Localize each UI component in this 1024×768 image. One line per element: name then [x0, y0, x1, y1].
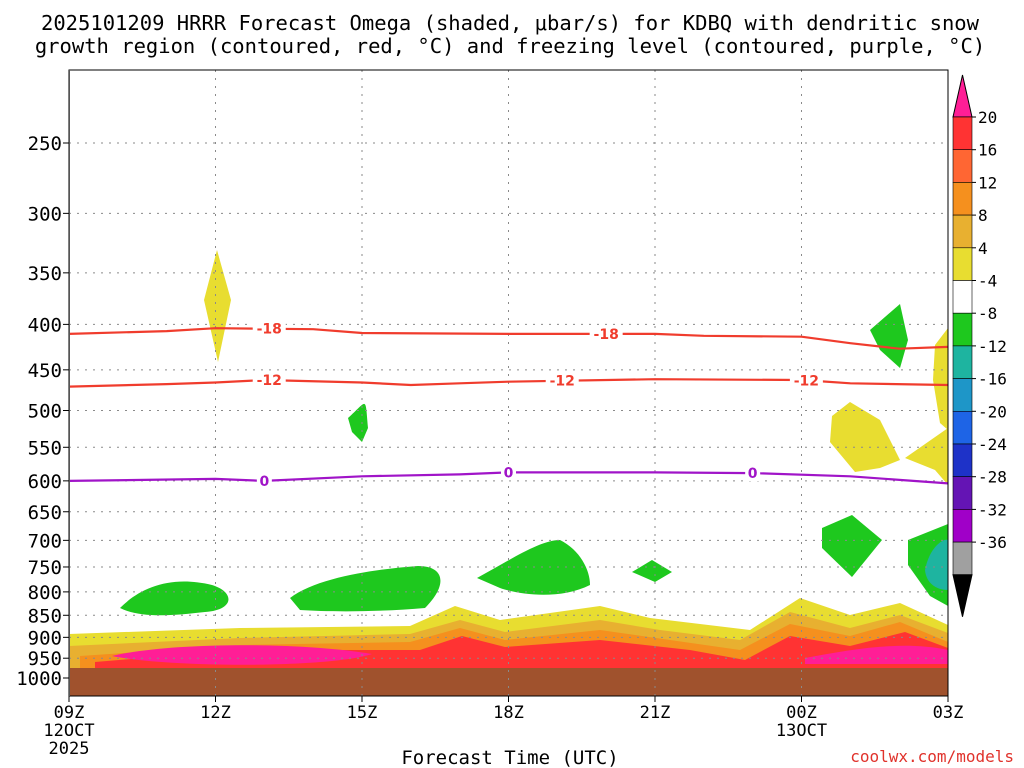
colorbar-label-0: 20: [978, 108, 997, 127]
y-tick-label-450: 450: [28, 360, 62, 382]
contour-line-0: [68, 471, 949, 485]
colorbar-segment-4: [952, 247, 973, 281]
y-tick-label-250: 250: [28, 133, 62, 155]
contour-line--18: [68, 327, 949, 350]
colorbar-segment-0: [952, 116, 973, 151]
y-tick-label-750: 750: [28, 557, 62, 579]
plot-frame-shadow: [69, 70, 70, 696]
x-axis-label: Forecast Time (UTC): [401, 747, 618, 768]
omega-area-lt-minus-8: [925, 539, 948, 590]
x-tick-label-15Z: 15Z: [347, 703, 378, 723]
colorbar-segment-3: [952, 214, 973, 249]
contour-label--18-0: -18: [257, 322, 282, 338]
source-credit: coolwx.com/models: [850, 747, 1014, 766]
y-tick-label-850: 850: [28, 605, 62, 627]
colorbar-label-13: -36: [978, 533, 1007, 552]
contour-label--12-2: -12: [794, 373, 819, 389]
colorbar-label-5: -4: [978, 272, 997, 291]
colorbar-segment-11: [952, 476, 973, 510]
y-tick-label-700: 700: [28, 530, 62, 552]
colorbar-label-7: -12: [978, 337, 1007, 356]
colorbar-label-4: 4: [978, 239, 988, 258]
contour-label-bg--12-1: [545, 372, 579, 389]
colorbar-label-2: 12: [978, 173, 997, 192]
chart-title-line1: 2025101209 HRRR Forecast Omega (shaded, …: [41, 11, 980, 35]
colorbar-segment-1: [952, 149, 973, 183]
contour-label-bg--12-0: [252, 372, 286, 389]
contour-label--12-0: -12: [257, 373, 282, 389]
colorbar-label-1: 16: [978, 141, 997, 160]
contour-label-bg--18-1: [589, 325, 623, 342]
y-tick-label-900: 900: [28, 627, 62, 649]
y-tick-label-800: 800: [28, 582, 62, 604]
contour-label--18-1: -18: [594, 327, 619, 343]
colorbar-segment-12: [952, 509, 973, 543]
x-tick-label-03Z: 03Z: [933, 703, 964, 723]
colorbar-segment-2: [952, 182, 973, 216]
colorbar-bottom-arrow: [952, 574, 973, 617]
below-ground-area: [69, 668, 948, 696]
y-tick-label-1000: 1000: [16, 668, 62, 690]
y-tick-label-350: 350: [28, 263, 62, 285]
contour-label-bg--18-0: [252, 320, 286, 337]
contour-label-bg--12-2: [789, 372, 823, 389]
contour-label-0-0: 0: [259, 474, 269, 490]
x-tick-label-09Z: 09Z: [54, 703, 85, 723]
colorbar-label-11: -28: [978, 468, 1007, 487]
contour-label-bg-0-0: [256, 472, 272, 489]
chart-grid: [69, 70, 948, 696]
colorbar-label-9: -20: [978, 402, 1007, 421]
y-tick-label-950: 950: [28, 648, 62, 670]
omega-shading-layer: [69, 250, 948, 696]
contour-label-0-1: 0: [504, 465, 514, 481]
colorbar-segment-7: [952, 345, 973, 379]
y-tick-label-500: 500: [28, 401, 62, 423]
omega-area-gt-20: [112, 645, 948, 665]
omega-colorbar: 20 16 12 8 4 -4 -8 -12 -16 -20 -24 -28 -32 -36: [952, 74, 1007, 617]
pressure-axis: 2503003504004505005506006507007508008509…: [16, 133, 69, 690]
y-tick-label-400: 400: [28, 314, 62, 336]
colorbar-segment-9: [952, 410, 973, 445]
colorbar-label-6: -8: [978, 304, 997, 323]
y-tick-label-550: 550: [28, 437, 62, 459]
x-tick-year-09Z: 2025: [49, 739, 90, 759]
colorbar-label-8: -16: [978, 370, 1007, 389]
contour-label-bg-0-2: [745, 465, 761, 482]
omega-area-negative: [120, 304, 948, 616]
colorbar-top-arrow: [952, 74, 973, 118]
y-tick-label-650: 650: [28, 502, 62, 524]
colorbar-segment-8: [952, 378, 973, 412]
colorbar-segment-10: [952, 443, 973, 478]
contour-label--12-1: -12: [550, 374, 575, 390]
x-tick-label-12Z: 12Z: [200, 703, 231, 723]
colorbar-label-12: -32: [978, 500, 1007, 519]
contour-label-0-2: 0: [748, 466, 758, 482]
colorbar-segment-13: [952, 541, 973, 576]
temperature-contours: -18 -18 -12 -12 -12 0 0 0: [68, 320, 949, 490]
colorbar-label-10: -24: [978, 435, 1007, 454]
x-tick-label-21Z: 21Z: [640, 703, 671, 723]
x-tick-date-00Z: 13OCT: [776, 721, 827, 741]
contour-label-bg-0-1: [501, 464, 516, 481]
x-tick-label-18Z: 18Z: [493, 703, 524, 723]
y-tick-label-300: 300: [28, 203, 62, 225]
chart-title-line2: growth region (contoured, red, °C) and f…: [35, 34, 985, 58]
colorbar-segment-6: [952, 312, 973, 347]
x-tick-label-00Z: 00Z: [786, 703, 817, 723]
colorbar-segment-5: [952, 280, 973, 314]
x-tick-date-09Z: 12OCT: [43, 721, 94, 741]
omega-area-upper-positive: [204, 250, 948, 485]
colorbar-label-3: 8: [978, 206, 988, 225]
y-tick-label-600: 600: [28, 471, 62, 493]
